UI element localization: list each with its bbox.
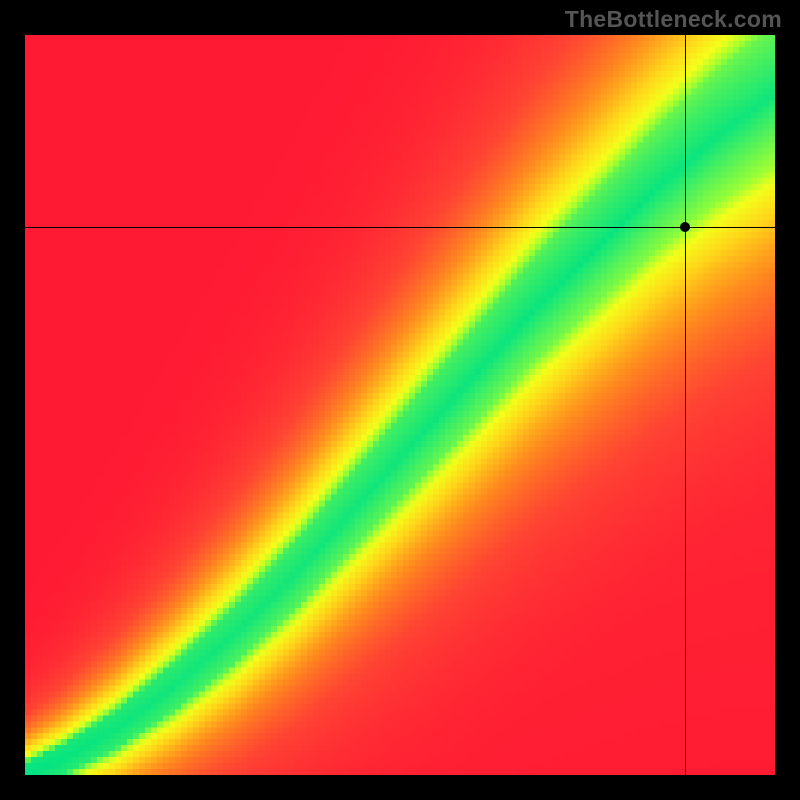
watermark-text: TheBottleneck.com [565,6,782,33]
heatmap-canvas [25,35,775,775]
crosshair-vertical [685,35,686,775]
crosshair-horizontal [25,227,775,228]
heatmap-plot [25,35,775,775]
figure-container: TheBottleneck.com [0,0,800,800]
